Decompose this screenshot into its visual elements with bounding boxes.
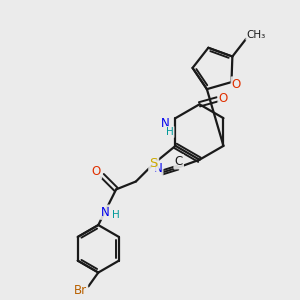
Text: N: N: [161, 117, 170, 130]
Text: Br: Br: [74, 284, 87, 297]
Text: CH₃: CH₃: [247, 30, 266, 40]
Text: H: H: [166, 127, 173, 137]
Text: O: O: [232, 78, 241, 91]
Text: N: N: [101, 206, 110, 219]
Text: S: S: [149, 157, 158, 170]
Text: O: O: [219, 92, 228, 105]
Text: H: H: [112, 210, 120, 220]
Text: N: N: [154, 162, 162, 175]
Text: C: C: [175, 155, 183, 168]
Text: O: O: [92, 165, 101, 178]
